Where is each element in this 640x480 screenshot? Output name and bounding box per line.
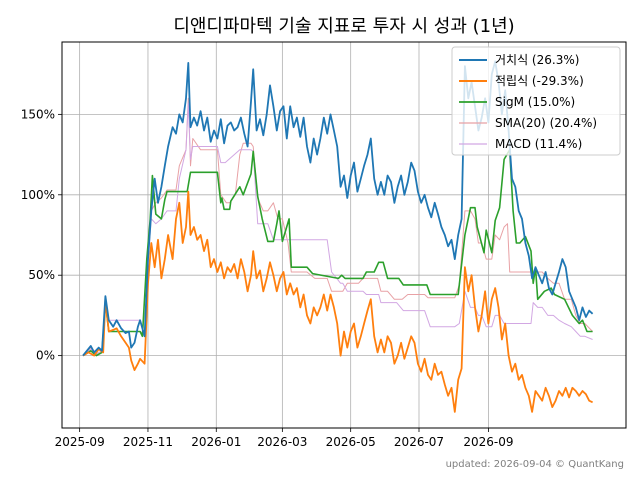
legend-label: MACD (11.4%) bbox=[495, 137, 582, 151]
y-tick-label: 150% bbox=[21, 107, 55, 121]
legend-label: 적립식 (-29.3%) bbox=[495, 74, 584, 88]
x-tick-label: 2026-07 bbox=[394, 435, 444, 449]
legend-label: SMA(20) (20.4%) bbox=[495, 116, 597, 130]
x-tick-label: 2026-03 bbox=[257, 435, 307, 449]
x-tick-label: 2026-05 bbox=[326, 435, 376, 449]
legend: 거치식 (26.3%) 적립식 (-29.3%) SigM (15.0%) SMA(2… bbox=[451, 46, 621, 156]
series-line-3 bbox=[82, 97, 593, 356]
x-tick-label: 2026-09 bbox=[463, 435, 513, 449]
x-axis: 2025-09 2025-11 2026-01 2026-03 2026-05 2026-… bbox=[55, 428, 514, 449]
y-tick-label: 100% bbox=[21, 188, 55, 202]
x-tick-label: 2026-01 bbox=[191, 435, 241, 449]
series-line-4 bbox=[82, 102, 593, 356]
y-tick-label: 0% bbox=[36, 349, 55, 363]
chart-title: 디앤디파마텍 기술 지표로 투자 시 성과 (1년) bbox=[173, 16, 514, 37]
y-tick-label: 50% bbox=[28, 268, 55, 282]
legend-label: SigM (15.0%) bbox=[495, 95, 575, 109]
series-layer bbox=[82, 60, 594, 413]
x-tick-label: 2025-09 bbox=[55, 435, 105, 449]
plot-frame bbox=[61, 41, 627, 429]
series-line-1 bbox=[82, 190, 593, 413]
y-axis: 0% 50% 100% 150% bbox=[21, 107, 62, 363]
x-tick-label: 2025-11 bbox=[123, 435, 173, 449]
footer-note: updated: 2026-09-04 © QuantKang bbox=[446, 459, 624, 470]
legend-label: 거치식 (26.3%) bbox=[495, 53, 579, 67]
legend-box bbox=[451, 46, 621, 156]
